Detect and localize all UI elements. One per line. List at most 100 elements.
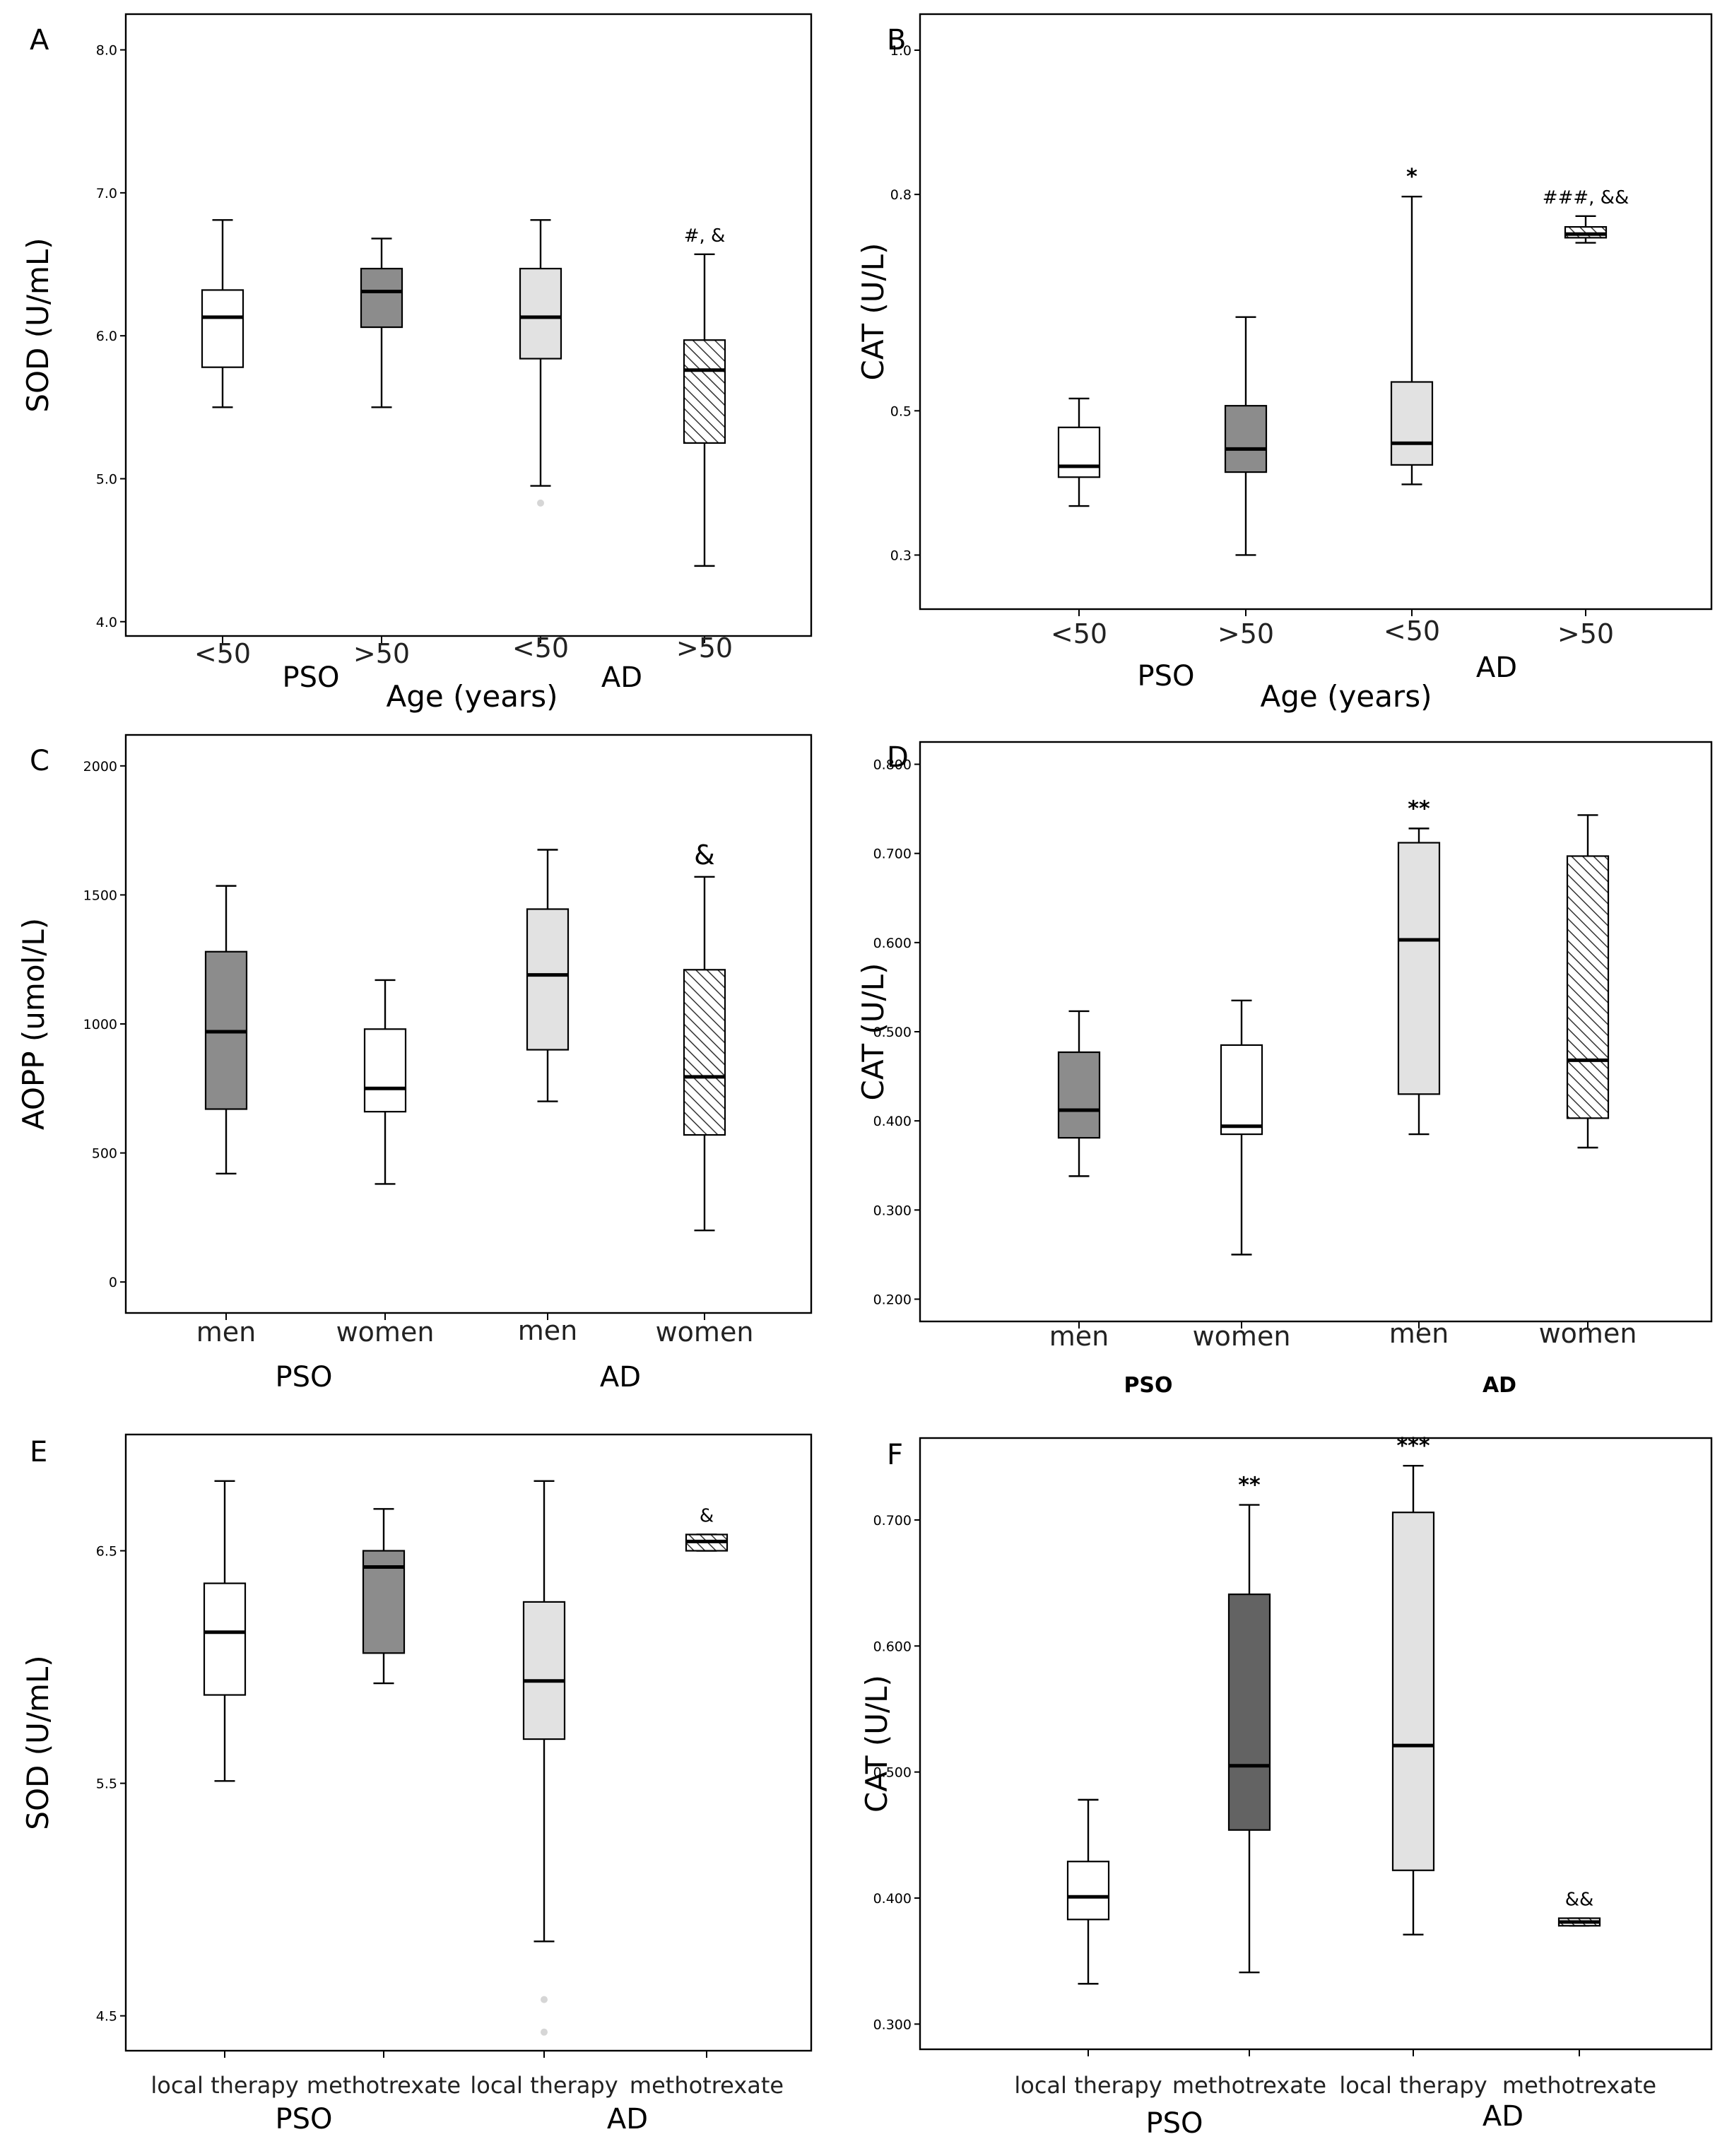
y-tick-label: 0.700 — [873, 847, 912, 862]
x-category-label: women — [336, 1316, 435, 1348]
y-tick-label: 0.200 — [873, 1292, 912, 1307]
y-tick-label: 0.300 — [873, 2017, 912, 2032]
x-category-label: <50 — [1051, 618, 1107, 649]
box-4: ###, && — [1543, 187, 1629, 244]
x-category-label: methotrexate — [630, 2072, 784, 2099]
outlier-point — [541, 2028, 548, 2036]
plot-frame — [919, 13, 1713, 611]
y-axis-label: AOPP (umol/L) — [16, 918, 51, 1130]
box-iqr — [1566, 855, 1610, 1119]
x-category-label: <50 — [512, 632, 569, 664]
significance-annotation: * — [1406, 165, 1417, 189]
significance-annotation: *** — [1396, 1434, 1430, 1459]
y-tick-label: 0.400 — [873, 1891, 912, 1907]
y-tick-label: 0.700 — [873, 1513, 912, 1528]
box-iqr — [203, 1582, 247, 1696]
y-axis-label: SOD (U/mL) — [20, 237, 55, 412]
x-category-label: methotrexate — [307, 2072, 461, 2099]
x-category-label: methotrexate — [1172, 2072, 1326, 2099]
y-tick-label: 0.600 — [873, 1639, 912, 1654]
y-tick-label: 4.5 — [96, 2009, 117, 2025]
y-tick-label: 6.0 — [96, 329, 117, 344]
x-category-label: >50 — [1557, 618, 1614, 649]
x-category-label: women — [1193, 1321, 1291, 1352]
group-label: AD — [601, 661, 642, 694]
y-tick-label: 0.500 — [873, 1025, 912, 1040]
x-category-label: local therapy — [470, 2072, 618, 2099]
chart-panel-a: A 4.0 5.0 6.0 7.0 8.0 SOD (U/mL) #, & <50 >50 <50 >… — [20, 13, 813, 714]
box-iqr — [519, 267, 562, 360]
y-tick-label: 6.5 — [96, 1544, 117, 1560]
x-axis-label: Age (years) — [1261, 679, 1432, 714]
x-category-label: methotrexate — [1502, 2072, 1656, 2099]
chart-panel-d: D 0.200 0.300 0.400 0.500 0.600 0.700 0.800 CAT … — [856, 741, 1713, 1398]
box-iqr — [1220, 1044, 1263, 1136]
group-label: AD — [607, 2103, 648, 2136]
box-iqr — [1057, 426, 1101, 478]
box-iqr — [1224, 405, 1268, 473]
box-iqr — [683, 339, 726, 444]
box-4: & — [685, 1505, 729, 1552]
box-iqr — [1227, 1594, 1271, 1831]
box-3 — [526, 849, 570, 1102]
y-tick-label: 0.600 — [873, 936, 912, 951]
box-iqr — [1391, 1512, 1435, 1871]
box-1 — [1066, 1798, 1110, 1985]
group-label: PSO — [276, 1361, 333, 1394]
box-1 — [204, 885, 248, 1175]
x-category-label: <50 — [1384, 615, 1440, 647]
y-tick-label: 0 — [109, 1275, 117, 1290]
significance-annotation: & — [700, 1505, 714, 1526]
significance-annotation: ** — [1408, 796, 1430, 821]
plot-frame — [124, 13, 813, 637]
x-category-label: local therapy — [151, 2072, 298, 2099]
panel-letter: F — [887, 1439, 903, 1471]
box-3: ** — [1397, 796, 1441, 1136]
box-2: ** — [1227, 1473, 1271, 1974]
y-axis-label: SOD (U/mL) — [20, 1655, 55, 1830]
box-1 — [1057, 1010, 1101, 1177]
box-iqr — [360, 267, 403, 329]
panel-letter: C — [30, 745, 49, 777]
y-tick-label: 1000 — [83, 1017, 117, 1032]
group-label: PSO — [1146, 2107, 1203, 2140]
box-3 — [522, 1480, 566, 2036]
y-axis-label: CAT (U/L) — [859, 1675, 894, 1813]
box-3 — [519, 219, 562, 507]
box-1 — [1057, 397, 1101, 507]
y-tick-label: 500 — [92, 1146, 117, 1162]
x-category-label: women — [656, 1316, 754, 1348]
y-tick-label: 0.500 — [873, 1765, 912, 1781]
chart-panel-b: B 0.3 0.5 0.8 1.0 CAT (U/L) * ###, && <50 >50 <50 >… — [856, 13, 1713, 714]
box-iqr — [1564, 225, 1608, 239]
y-tick-label: 5.5 — [96, 1777, 117, 1792]
box-iqr — [526, 908, 570, 1051]
y-tick-label: 0.800 — [873, 758, 912, 773]
box-2 — [1224, 316, 1268, 556]
y-tick-label: 0.300 — [873, 1203, 912, 1218]
x-category-label: >50 — [353, 638, 410, 669]
group-label: PSO — [283, 661, 340, 694]
box-3: *** — [1391, 1434, 1435, 1936]
panel-letter: A — [30, 24, 49, 57]
significance-annotation: ** — [1238, 1473, 1261, 1498]
box-iqr — [1390, 381, 1434, 466]
box-2 — [360, 237, 403, 408]
box-2 — [1220, 999, 1263, 1256]
x-category-label: men — [1389, 1318, 1449, 1349]
box-iqr — [363, 1028, 407, 1113]
box-iqr — [522, 1601, 566, 1740]
plot-frame — [124, 1433, 813, 2052]
box-1 — [201, 219, 244, 408]
box-2 — [363, 979, 407, 1185]
y-tick-label: 5.0 — [96, 471, 117, 487]
significance-annotation: && — [1565, 1890, 1594, 1911]
box-1 — [203, 1480, 247, 1782]
box-iqr — [683, 969, 726, 1136]
y-tick-label: 2000 — [83, 759, 117, 774]
plot-frame — [919, 1437, 1713, 2051]
y-tick-label: 7.0 — [96, 186, 117, 201]
y-tick-label: 1500 — [83, 888, 117, 903]
